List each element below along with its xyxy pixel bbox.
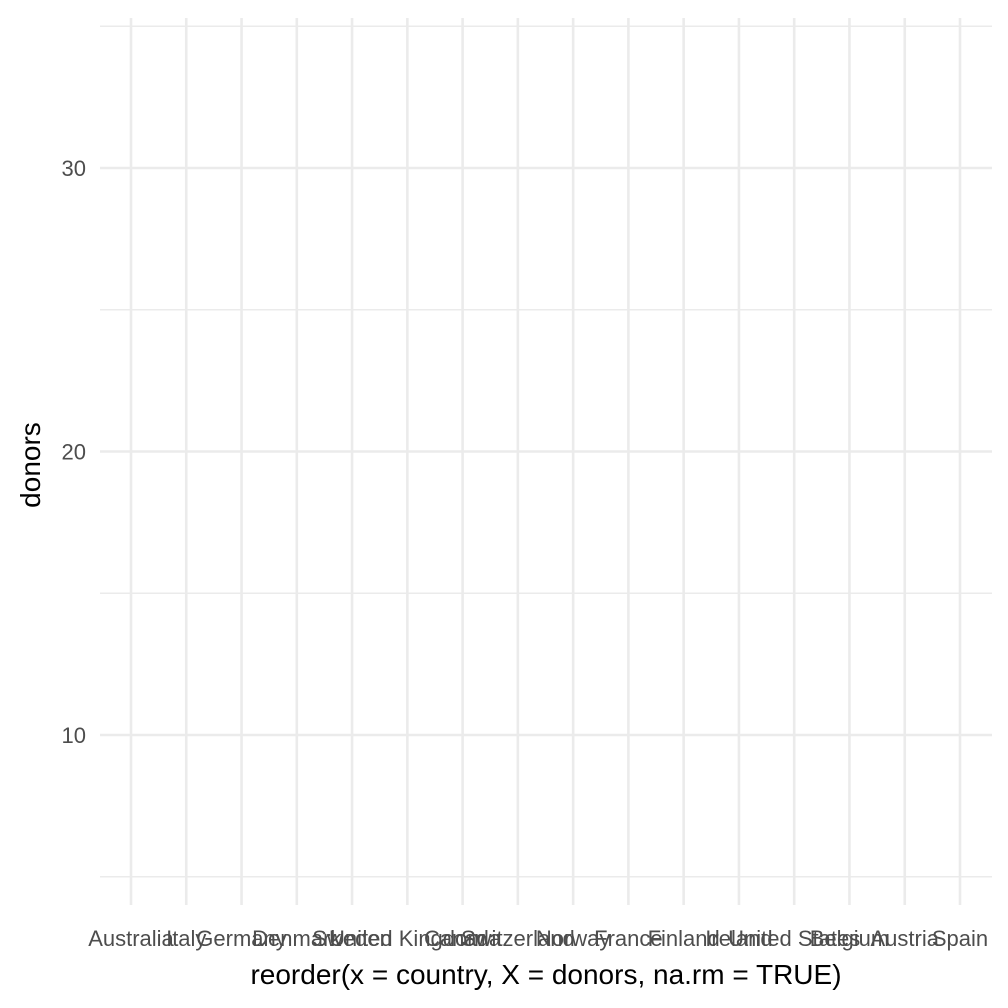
x-tick-label: Sweden	[312, 926, 392, 951]
major-gridlines-x	[129, 18, 962, 905]
x-tick-label: Austria	[870, 926, 939, 951]
major-gridlines-y	[100, 166, 992, 737]
x-tick-label: Belgium	[810, 926, 889, 951]
x-tick-label: Switzerland	[461, 926, 575, 951]
x-tick-label: Germany	[196, 926, 286, 951]
x-tick-label: France	[594, 926, 662, 951]
y-tick-label: 10	[62, 723, 86, 748]
x-tick-label: Finland	[648, 926, 720, 951]
x-axis-title: reorder(x = country, X = donors, na.rm =…	[250, 959, 841, 990]
x-tick-label: Norway	[536, 926, 611, 951]
y-tick-label: 30	[62, 156, 86, 181]
y-tick-label: 20	[62, 440, 86, 465]
x-tick-label: United Kingdom	[329, 926, 486, 951]
x-axis-tick-labels: AustraliaItalyGermanyDenmarkSwedenUnited…	[88, 926, 988, 951]
x-tick-label: Australia	[88, 926, 174, 951]
x-tick-label: Spain	[932, 926, 988, 951]
y-axis-tick-labels: 10 20 30	[62, 156, 86, 748]
x-tick-label: United States	[728, 926, 860, 951]
x-tick-label: Italy	[166, 926, 206, 951]
minor-gridlines	[100, 25, 992, 878]
y-axis-title: donors	[15, 422, 46, 508]
x-tick-label: Ireland	[705, 926, 772, 951]
x-tick-label: Denmark	[252, 926, 342, 951]
x-tick-label: Canada	[424, 926, 502, 951]
